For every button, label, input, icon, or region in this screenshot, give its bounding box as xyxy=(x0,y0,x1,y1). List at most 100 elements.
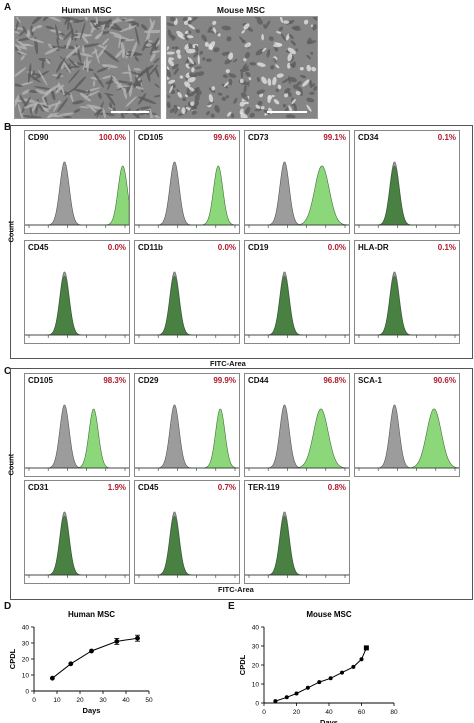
y-axis-label: CPDL xyxy=(8,648,17,669)
cell-texture xyxy=(240,92,249,101)
cell-texture xyxy=(105,79,115,85)
cell-texture xyxy=(27,29,31,37)
marker-name: HLA-DR xyxy=(358,243,389,252)
y-tick-label: 40 xyxy=(252,625,260,632)
cell-texture xyxy=(84,90,100,98)
cell-texture xyxy=(176,30,184,37)
count-axis-label: Count xyxy=(6,220,16,243)
histogram-plot xyxy=(135,511,239,578)
cell-texture xyxy=(29,106,33,118)
cell-texture xyxy=(108,17,119,30)
histogram-panel: CD31 1.9% xyxy=(24,480,130,584)
cell-texture xyxy=(19,30,25,37)
cell-texture xyxy=(292,84,299,90)
cell-texture xyxy=(185,63,191,69)
cell-texture xyxy=(288,105,293,113)
cell-texture xyxy=(278,26,284,32)
cell-texture xyxy=(189,17,198,19)
cell-texture xyxy=(311,83,316,88)
y-tick-label: 30 xyxy=(22,641,30,648)
marker-name: CD90 xyxy=(28,133,49,142)
cell-texture xyxy=(171,46,177,49)
histogram-plot xyxy=(135,404,239,471)
cell-texture xyxy=(41,60,45,69)
cell-texture xyxy=(213,47,220,53)
stained-peak xyxy=(25,165,130,226)
cell-texture xyxy=(151,50,160,54)
cell-texture xyxy=(194,87,202,95)
cell-texture xyxy=(243,58,247,62)
cell-texture xyxy=(20,55,25,61)
cell-texture xyxy=(186,35,194,39)
cell-texture xyxy=(109,102,113,109)
cell-texture xyxy=(254,108,263,112)
cell-texture xyxy=(221,25,231,31)
x-tick-label: 0 xyxy=(262,709,266,716)
histogram-panel: CD34 0.1% xyxy=(354,130,460,234)
cpdl-chart-human: Human MSC 0 10 20 30 40 0 10 20 30 40 50 Days CPDL xyxy=(8,610,153,715)
cell-texture xyxy=(44,112,53,118)
cell-texture xyxy=(95,31,104,40)
cell-texture xyxy=(89,21,95,30)
cell-texture xyxy=(306,97,315,103)
cell-texture xyxy=(67,69,80,84)
cell-texture xyxy=(291,99,296,105)
marker-name: CD34 xyxy=(358,133,379,142)
histogram-plot xyxy=(355,271,459,338)
marker-name: CD31 xyxy=(28,483,49,492)
chart-title: Mouse MSC xyxy=(306,610,352,619)
cell-texture xyxy=(261,34,264,41)
cell-texture xyxy=(56,37,59,47)
cell-texture xyxy=(191,110,197,115)
histogram-panel: CD19 0.0% xyxy=(244,240,350,344)
stained-peak xyxy=(25,408,129,469)
cell-texture xyxy=(27,37,45,44)
cell-texture xyxy=(272,76,277,86)
cell-texture xyxy=(167,29,173,39)
cell-texture xyxy=(300,74,307,79)
cell-texture xyxy=(217,33,221,37)
control-peak xyxy=(135,271,239,336)
cell-texture xyxy=(82,59,86,71)
y-tick-label: 10 xyxy=(22,673,30,680)
cell-texture xyxy=(257,100,263,106)
control-peak xyxy=(25,161,129,226)
cell-texture xyxy=(15,26,25,30)
cell-texture xyxy=(272,57,277,63)
cell-texture xyxy=(289,63,295,68)
data-point xyxy=(273,699,278,704)
marker-name: CD45 xyxy=(138,483,159,492)
histogram-panel: CD45 0.0% xyxy=(24,240,130,344)
cell-texture xyxy=(273,43,283,48)
cell-texture xyxy=(169,108,176,113)
marker-percentage: 0.0% xyxy=(327,243,346,252)
panel-label-c: C xyxy=(4,366,12,377)
marker-percentage: 90.6% xyxy=(433,376,456,385)
cell-texture xyxy=(133,79,138,89)
cell-texture xyxy=(56,97,69,113)
cell-texture xyxy=(27,63,32,83)
cell-texture xyxy=(240,71,244,79)
cell-texture xyxy=(187,20,192,25)
cell-texture xyxy=(48,43,53,49)
cell-texture xyxy=(283,20,290,24)
cell-texture xyxy=(275,64,280,69)
cell-texture xyxy=(187,17,192,22)
cell-texture xyxy=(193,52,199,58)
cell-texture xyxy=(181,107,186,115)
cell-texture xyxy=(155,38,160,47)
data-point xyxy=(328,676,333,681)
y-tick-label: 20 xyxy=(252,663,260,670)
cell-texture xyxy=(306,104,312,112)
cell-texture xyxy=(295,48,299,52)
cell-texture xyxy=(295,90,301,96)
cell-texture xyxy=(113,35,130,40)
cell-texture xyxy=(233,97,238,104)
cell-texture xyxy=(64,17,71,26)
cell-texture xyxy=(239,68,250,73)
cell-texture xyxy=(205,111,211,116)
cell-texture xyxy=(44,47,59,55)
cell-texture xyxy=(92,80,96,87)
cell-texture xyxy=(15,67,27,79)
cell-texture xyxy=(55,24,60,41)
